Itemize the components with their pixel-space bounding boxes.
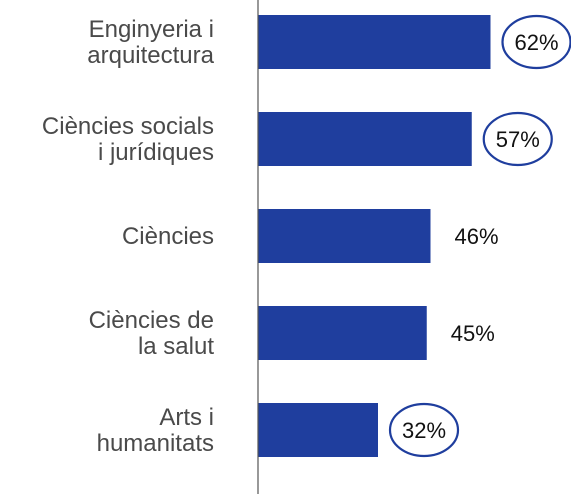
value-label: 46%: [454, 224, 498, 249]
bar: [258, 112, 472, 166]
value-highlight-ring: [388, 402, 460, 458]
bar: [258, 306, 427, 360]
category-label: Ciències socials i jurídiques: [42, 113, 214, 166]
bar: [258, 403, 378, 457]
category-label-line: Ciències: [122, 223, 214, 250]
category-label-line: Enginyeria i: [89, 16, 214, 43]
value-labels-group: 62% 57% 46% 45% 32%: [388, 14, 571, 458]
category-label-line: arquitectura: [87, 42, 214, 69]
category-label: Enginyeria i arquitectura: [87, 16, 214, 69]
category-label-line: Ciències de: [89, 307, 214, 334]
value-label: 62%: [514, 30, 558, 55]
value-label: 32%: [402, 418, 446, 443]
value-label: 57%: [496, 127, 540, 152]
category-label-line: Ciències socials: [42, 113, 214, 140]
category-label-line: la salut: [138, 333, 214, 360]
category-label-line: i jurídiques: [98, 139, 214, 166]
category-label: Ciències: [122, 223, 214, 250]
bar: [258, 15, 491, 69]
value-label: 45%: [451, 321, 495, 346]
value-highlight-ring: [482, 111, 553, 167]
bars-group: [258, 15, 491, 457]
category-label-line: humanitats: [97, 430, 214, 457]
category-label: Arts i humanitats: [97, 404, 214, 457]
category-labels-group: Enginyeria i arquitectura Ciències socials…: [42, 16, 215, 457]
category-label: Ciències de la salut: [89, 307, 215, 360]
category-label-line: Arts i: [159, 404, 214, 431]
bar: [258, 209, 431, 263]
